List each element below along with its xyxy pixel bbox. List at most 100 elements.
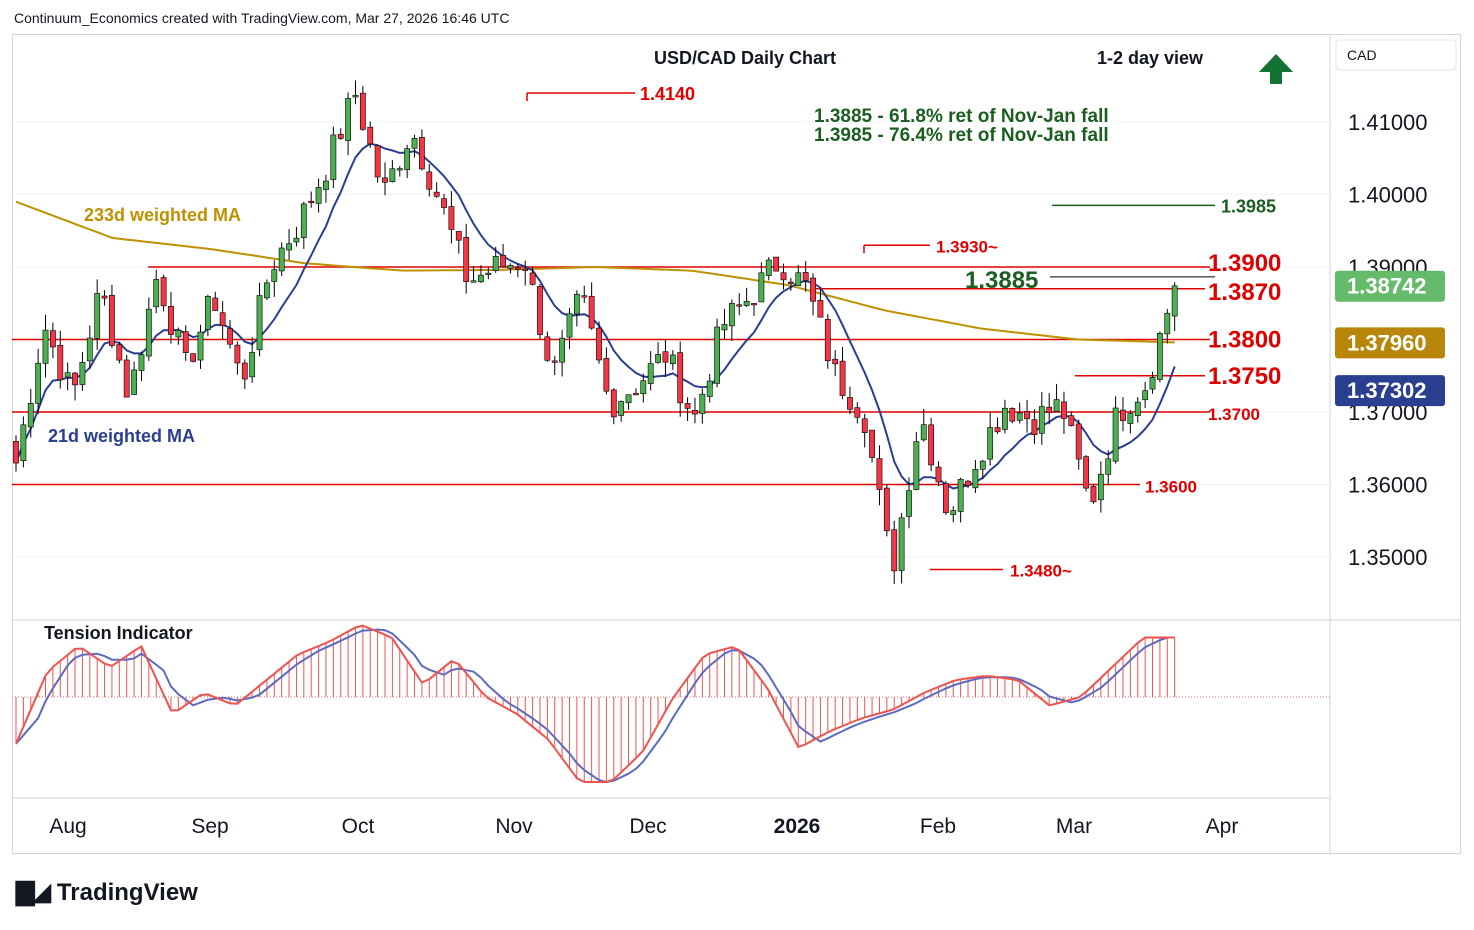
price-badge-text-ma21: 1.37302 — [1347, 378, 1427, 403]
candle-body — [847, 397, 853, 410]
candle-body — [123, 359, 130, 398]
x-tick-label: Sep — [191, 815, 228, 838]
x-tick-label: Dec — [629, 815, 666, 838]
candle-body — [64, 372, 71, 378]
candle-body — [618, 401, 625, 416]
candle-body — [49, 330, 56, 348]
candle-body — [751, 303, 757, 306]
candle-body — [116, 344, 123, 361]
candle-body — [1038, 406, 1045, 434]
level-label-1-3800: 1.3800 — [1208, 327, 1281, 354]
candle-body — [492, 256, 499, 271]
candle-body — [795, 272, 802, 286]
candle-body — [264, 282, 270, 299]
candle-body — [1053, 399, 1060, 412]
annotation-line-1: 1.3885 - 61.8% ret of Nov-Jan fall — [814, 106, 1109, 127]
candle-body — [883, 487, 890, 532]
x-tick-label: Mar — [1056, 815, 1092, 838]
candle-body — [367, 126, 374, 145]
candle-body — [234, 344, 241, 364]
candle-body — [891, 529, 898, 572]
candle-body — [529, 272, 536, 285]
candle-body — [42, 329, 49, 364]
level-label-1-3900: 1.3900 — [1208, 250, 1281, 277]
candle-body — [168, 306, 174, 335]
candle-body — [227, 328, 233, 345]
candle-body — [94, 293, 101, 339]
candle-body — [27, 403, 34, 428]
candle-body — [684, 403, 691, 409]
candle-body — [559, 337, 566, 363]
candle-body — [1068, 415, 1075, 426]
candle-body — [197, 331, 204, 361]
x-tick-label: Feb — [920, 815, 956, 838]
candle-body — [514, 267, 521, 270]
candle-body — [699, 393, 706, 414]
candle-body — [544, 336, 551, 361]
price-badge-ma21 — [1335, 375, 1445, 407]
level-label-1-3750: 1.3750 — [1208, 363, 1281, 390]
candle-body — [780, 272, 787, 281]
candle-body — [500, 254, 506, 268]
tradingview-logo[interactable]: ▇◢ TradingView — [16, 878, 198, 907]
candle-body — [1157, 333, 1163, 380]
candle-body — [190, 353, 197, 362]
candle-body — [758, 272, 765, 303]
candle-body — [773, 256, 780, 272]
candle-body — [979, 460, 986, 470]
candle-body — [433, 191, 440, 197]
candle-body — [1083, 456, 1089, 489]
candle-body — [537, 286, 543, 335]
chart-attribution: Continuum_Economics created with Trading… — [14, 10, 510, 26]
up-arrow-icon — [1259, 54, 1293, 84]
annotation-line-2: 1.3985 - 76.4% ret of Nov-Jan fall — [814, 125, 1109, 146]
candle-body — [359, 92, 366, 130]
candle-body — [692, 410, 698, 415]
candle-body — [1164, 312, 1171, 335]
ma233-label: 233d weighted MA — [84, 205, 241, 225]
tension-indicator-label: Tension Indicator — [44, 623, 193, 643]
y-tick-label: 1.41000 — [1348, 110, 1428, 135]
x-tick-label: Nov — [495, 815, 533, 838]
candle-body — [426, 171, 433, 190]
x-tick-label: Apr — [1206, 815, 1239, 838]
y-tick-label: 1.40000 — [1348, 183, 1428, 208]
marker-label-1-3480: 1.3480~ — [1010, 562, 1072, 581]
candle-body — [706, 380, 713, 397]
candle-body — [138, 354, 145, 371]
candle-body — [832, 358, 839, 365]
candle-body — [787, 281, 794, 284]
candle-body — [153, 279, 160, 308]
tradingview-logo-icon: ▇◢ — [16, 879, 51, 906]
candle-body — [86, 337, 93, 362]
level-label-1-3870: 1.3870 — [1208, 279, 1281, 306]
candle-body — [182, 331, 189, 354]
candle-body — [994, 427, 1001, 433]
candle-body — [131, 369, 137, 395]
candle-body — [728, 302, 735, 327]
tension-fast-line — [15, 624, 1175, 783]
candle-body — [1061, 401, 1067, 419]
candle-body — [463, 237, 470, 282]
candle-body — [920, 424, 927, 441]
candle-body — [957, 478, 964, 512]
candle-body — [1002, 407, 1008, 430]
candle-body — [647, 363, 654, 384]
candle-body — [278, 247, 285, 272]
chart-frame[interactable] — [12, 34, 1461, 854]
candle-body — [1112, 407, 1119, 462]
candle-body — [906, 490, 912, 517]
candle-body — [507, 265, 514, 269]
candle-body — [817, 299, 824, 318]
candle-body — [441, 198, 447, 208]
x-tick-label: Oct — [342, 815, 375, 838]
candle-body — [581, 295, 588, 298]
candle-body — [522, 268, 529, 271]
ma21-label: 21d weighted MA — [48, 426, 195, 446]
candle-body — [101, 295, 108, 299]
candle-body — [286, 243, 292, 251]
candle-body — [765, 259, 772, 276]
candle-body — [839, 360, 846, 396]
candle-body — [13, 441, 19, 464]
